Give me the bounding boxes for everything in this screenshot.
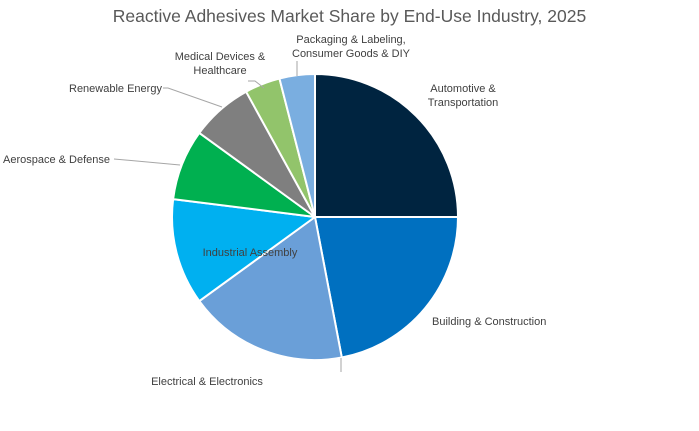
slice-label-line: Packaging & Labeling,: [296, 34, 405, 46]
pie-slice-automotive-transportation: [314, 72, 460, 218]
leader-lines: [113, 61, 342, 372]
slice-label: Electrical & Electronics: [151, 376, 263, 388]
slice-label-line: Automotive &: [430, 83, 496, 95]
slice-label: Industrial Assembly: [203, 247, 298, 259]
chart-title: Reactive Adhesives Market Share by End-U…: [112, 6, 587, 26]
slice-label: Medical Devices & Healthcare: [175, 51, 266, 77]
slice-label-line: Healthcare: [193, 65, 246, 77]
leader-line: [248, 80, 265, 89]
slice-label-line: Building & Construction: [432, 316, 546, 328]
slice-label-line: Aerospace & Defense: [3, 154, 110, 166]
slice-label: Packaging & Labeling, Consumer Goods & DI…: [292, 34, 411, 60]
slice-label-line: Electrical & Electronics: [151, 376, 263, 388]
slice-label-line: Industrial Assembly: [203, 247, 298, 259]
slice-labels: Automotive & Transportation Building & Con…: [3, 34, 546, 388]
pie-slice-industrial-assembly: [171, 197, 318, 303]
slice-label-line: Transportation: [428, 97, 499, 109]
pie-slice-electrical-electronics: [197, 215, 343, 361]
pie-slice-building-construction: [313, 216, 460, 359]
leader-line: [113, 158, 181, 166]
slice-label: Building & Construction: [432, 316, 546, 328]
slice-label-line: Medical Devices &: [175, 51, 266, 63]
pie-slices: [171, 72, 460, 361]
slice-label: Automotive & Transportation: [428, 83, 499, 109]
slice-label: Aerospace & Defense: [3, 154, 110, 166]
slice-label: Renewable Energy: [69, 83, 162, 95]
leader-line: [163, 87, 223, 108]
slice-label-line: Renewable Energy: [69, 83, 162, 95]
slice-label-line: Consumer Goods & DIY: [292, 48, 411, 60]
